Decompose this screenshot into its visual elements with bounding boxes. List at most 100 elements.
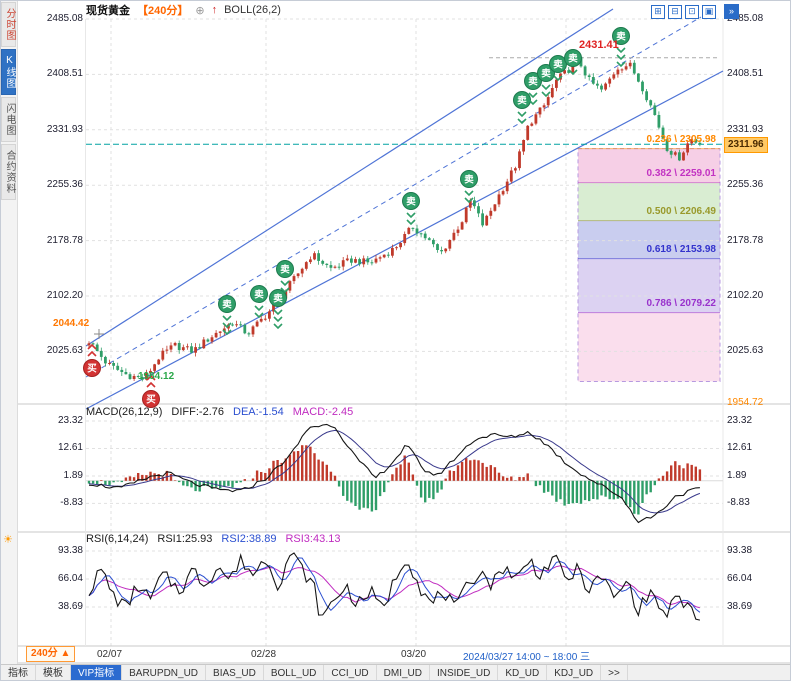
bottom-tab-9[interactable]: KD_UD xyxy=(498,665,548,680)
arrow-down-icon xyxy=(280,287,290,294)
bottom-tab-7[interactable]: DMI_UD xyxy=(377,665,430,680)
macd-histogram-bar xyxy=(145,475,148,481)
candle-body xyxy=(292,276,296,282)
buy-signal-badge[interactable]: 买 xyxy=(142,374,160,408)
sun-icon[interactable]: ☀ xyxy=(3,534,13,546)
macd-histogram-bar xyxy=(641,480,644,503)
candle-body xyxy=(440,250,443,252)
buy-signal-badge[interactable]: 买 xyxy=(83,343,101,377)
candle-body xyxy=(657,115,661,128)
candle-body xyxy=(268,311,271,319)
bottom-tab-3[interactable]: BARUPDN_UD xyxy=(122,665,207,680)
macd-histogram-bar xyxy=(645,480,648,495)
candle-body xyxy=(419,233,423,235)
sell-signal-badge[interactable]: 卖 xyxy=(250,285,268,319)
candle-body xyxy=(313,253,316,260)
sell-signal-badge[interactable]: 卖 xyxy=(612,27,630,68)
macd-histogram-bar xyxy=(629,480,632,508)
macd-histogram-bar xyxy=(670,465,673,481)
candle-body xyxy=(362,258,366,265)
svg-text:卖: 卖 xyxy=(517,95,527,107)
sell-signal-badge[interactable]: 卖 xyxy=(524,72,542,106)
sell-signal-badge[interactable]: 卖 xyxy=(276,260,294,294)
period-selector[interactable]: 240分 ▲ xyxy=(26,646,76,662)
macd-histogram-bar xyxy=(592,480,595,499)
sell-signal-badge[interactable]: 卖 xyxy=(269,289,287,330)
indicator-label[interactable]: BOLL(26,2) xyxy=(224,4,281,16)
candle-body xyxy=(682,152,685,161)
sell-signal-badge[interactable]: 卖 xyxy=(513,91,531,125)
candle-body xyxy=(108,363,111,364)
sell-signal-badge[interactable]: 卖 xyxy=(564,49,582,76)
candle-body xyxy=(571,62,575,73)
macd-histogram-bar xyxy=(674,461,677,481)
macd-histogram-bar xyxy=(120,480,123,483)
macd-histogram-bar xyxy=(637,480,640,515)
sell-signal-badge[interactable]: 卖 xyxy=(460,170,478,204)
macd-histogram-bar xyxy=(251,478,255,481)
bottom-tab-11[interactable]: >> xyxy=(601,665,628,680)
bottom-tab-4[interactable]: BIAS_UD xyxy=(206,665,264,680)
macd-histogram-bar xyxy=(665,471,669,481)
arrow-down-icon xyxy=(528,92,538,99)
arrow-down-icon xyxy=(541,91,551,98)
rsi-title[interactable]: RSI(6,14,24) xyxy=(86,533,149,545)
candle-body xyxy=(165,349,169,351)
macd-histogram-bar xyxy=(510,476,513,481)
sell-signal-badge[interactable]: 卖 xyxy=(549,55,567,82)
candle-body xyxy=(534,114,538,124)
macd-histogram-bar xyxy=(362,480,365,508)
candle-body xyxy=(485,215,489,226)
candle-body xyxy=(391,248,394,256)
bottom-tab-0[interactable]: 指标 xyxy=(1,665,36,680)
candle-body xyxy=(95,344,99,351)
bottom-tab-6[interactable]: CCI_UD xyxy=(324,665,377,680)
candle-body xyxy=(259,318,263,322)
bottom-tab-10[interactable]: KDJ_UD xyxy=(547,665,602,680)
chart-layout-toolbar: ⊞ ⊟ ⊡ ▣ » xyxy=(651,4,739,19)
candle-body xyxy=(386,254,390,256)
macd-histogram-bar xyxy=(383,480,386,493)
candle-body xyxy=(140,377,144,380)
candle-body xyxy=(632,62,636,74)
svg-text:卖: 卖 xyxy=(406,196,416,208)
bottom-tab-1[interactable]: 模板 xyxy=(36,665,71,680)
candle-body xyxy=(366,258,370,263)
add-indicator-icon[interactable]: ⊕ xyxy=(195,4,205,17)
bottom-tab-8[interactable]: INSIDE_UD xyxy=(430,665,499,680)
macd-histogram-bar xyxy=(190,480,193,488)
candle-body xyxy=(493,204,497,211)
macd-title[interactable]: MACD(26,12,9) xyxy=(86,406,163,418)
pane-split-v-icon[interactable]: ⊡ xyxy=(685,4,699,19)
sidebar-tab-1[interactable]: K线图 xyxy=(1,49,16,95)
bottom-tab-5[interactable]: BOLL_UD xyxy=(264,665,325,680)
candle-body xyxy=(403,234,407,244)
macd-histogram-bar xyxy=(292,451,296,481)
arrow-down-icon xyxy=(254,305,264,312)
sell-signal-badge[interactable]: 卖 xyxy=(402,192,420,226)
sidebar-tab-3[interactable]: 合约资料 xyxy=(1,144,16,200)
pane-single-icon[interactable]: ⊞ xyxy=(651,4,665,19)
sidebar-tab-0[interactable]: 分时图 xyxy=(1,2,16,47)
svg-text:卖: 卖 xyxy=(464,174,474,186)
pane-grid-icon[interactable]: ▣ xyxy=(702,4,716,19)
sell-signal-badge[interactable]: 卖 xyxy=(218,295,236,336)
macd-histogram-bar xyxy=(424,480,427,503)
candle-body xyxy=(427,238,431,240)
candle-body xyxy=(649,100,653,106)
sell-signal-badge[interactable]: 卖 xyxy=(537,64,555,98)
sidebar-tab-2[interactable]: 闪电图 xyxy=(1,97,16,142)
collapse-right-icon[interactable]: » xyxy=(724,4,739,19)
macd-histogram-bar xyxy=(534,480,538,487)
bottom-tab-2[interactable]: VIP指标 xyxy=(71,665,123,680)
pane-split-h-icon[interactable]: ⊟ xyxy=(668,4,682,19)
candle-body xyxy=(87,343,91,346)
period-selector-arrow-icon: ▲ xyxy=(60,648,71,659)
macd-histogram-bar xyxy=(579,480,583,504)
candle-body xyxy=(596,83,599,86)
macd-histogram-bar xyxy=(317,459,320,481)
macd-histogram-bar xyxy=(682,468,685,481)
macd-histogram-bar xyxy=(444,478,447,481)
chart-header: 现货黄金 【240分】 ⊕ ↑ BOLL(26,2) xyxy=(86,2,281,18)
